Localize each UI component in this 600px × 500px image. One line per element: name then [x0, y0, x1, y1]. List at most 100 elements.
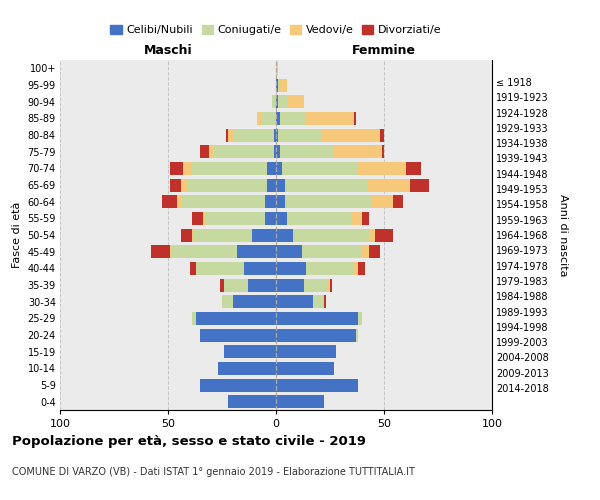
Bar: [200, 145, 209, 158]
Bar: [200, 378, 276, 392]
Bar: [306, 262, 354, 275]
Bar: [322, 128, 380, 141]
Bar: [276, 378, 358, 392]
Bar: [187, 178, 268, 192]
Bar: [276, 195, 284, 208]
Bar: [226, 128, 229, 141]
Bar: [276, 312, 358, 325]
Text: Maschi: Maschi: [143, 44, 193, 57]
Bar: [222, 295, 233, 308]
Bar: [276, 245, 302, 258]
Bar: [276, 278, 304, 291]
Bar: [214, 145, 274, 158]
Bar: [268, 162, 276, 175]
Bar: [276, 178, 284, 192]
Y-axis label: Fasce di età: Fasce di età: [12, 202, 22, 268]
Bar: [354, 262, 358, 275]
Bar: [265, 212, 276, 225]
Bar: [276, 262, 306, 275]
Bar: [278, 128, 322, 141]
Bar: [380, 128, 384, 141]
Bar: [330, 278, 332, 291]
Bar: [196, 312, 276, 325]
Bar: [328, 278, 330, 291]
Bar: [293, 228, 369, 241]
Bar: [302, 245, 362, 258]
Bar: [280, 145, 334, 158]
Bar: [371, 195, 392, 208]
Bar: [192, 162, 268, 175]
Bar: [229, 395, 276, 408]
Bar: [170, 162, 183, 175]
Bar: [200, 328, 276, 342]
Bar: [181, 178, 187, 192]
Bar: [237, 245, 276, 258]
Bar: [220, 278, 224, 291]
Bar: [276, 362, 334, 375]
Bar: [276, 112, 280, 125]
Bar: [274, 128, 276, 141]
Bar: [151, 245, 170, 258]
Bar: [410, 178, 430, 192]
Text: COMUNE DI VARZO (VB) - Dati ISTAT 1° gennaio 2019 - Elaborazione TUTTITALIA.IT: COMUNE DI VARZO (VB) - Dati ISTAT 1° gen…: [12, 467, 415, 477]
Bar: [369, 245, 380, 258]
Bar: [276, 295, 313, 308]
Bar: [369, 228, 376, 241]
Bar: [265, 195, 276, 208]
Text: Popolazione per età, sesso e stato civile - 2019: Popolazione per età, sesso e stato civil…: [12, 435, 366, 448]
Bar: [224, 345, 276, 358]
Bar: [233, 128, 274, 141]
Bar: [276, 212, 287, 225]
Bar: [354, 112, 356, 125]
Bar: [376, 228, 392, 241]
Bar: [276, 128, 278, 141]
Bar: [276, 395, 323, 408]
Bar: [334, 145, 382, 158]
Bar: [304, 278, 328, 291]
Bar: [176, 195, 181, 208]
Bar: [276, 328, 356, 342]
Bar: [358, 162, 406, 175]
Bar: [272, 95, 276, 108]
Bar: [170, 178, 181, 192]
Bar: [392, 195, 403, 208]
Bar: [181, 228, 192, 241]
Bar: [362, 212, 369, 225]
Y-axis label: Anni di nascita: Anni di nascita: [559, 194, 568, 276]
Bar: [172, 245, 237, 258]
Bar: [170, 245, 172, 258]
Bar: [268, 178, 276, 192]
Bar: [306, 112, 354, 125]
Bar: [276, 228, 293, 241]
Bar: [356, 328, 358, 342]
Bar: [252, 228, 276, 241]
Bar: [382, 145, 384, 158]
Bar: [209, 145, 214, 158]
Bar: [248, 278, 276, 291]
Bar: [183, 162, 192, 175]
Bar: [181, 195, 265, 208]
Bar: [229, 128, 233, 141]
Bar: [313, 295, 323, 308]
Bar: [276, 145, 280, 158]
Bar: [257, 112, 261, 125]
Bar: [244, 262, 276, 275]
Bar: [358, 262, 365, 275]
Bar: [367, 178, 410, 192]
Text: Femmine: Femmine: [352, 44, 416, 57]
Legend: Celibi/Nubili, Coniugati/e, Vedovi/e, Divorziati/e: Celibi/Nubili, Coniugati/e, Vedovi/e, Di…: [106, 20, 446, 40]
Bar: [192, 228, 194, 241]
Bar: [276, 345, 337, 358]
Bar: [224, 278, 248, 291]
Bar: [276, 162, 283, 175]
Bar: [284, 195, 371, 208]
Bar: [233, 295, 276, 308]
Bar: [205, 212, 265, 225]
Bar: [278, 78, 280, 92]
Bar: [276, 78, 278, 92]
Bar: [190, 262, 196, 275]
Bar: [352, 212, 362, 225]
Bar: [283, 162, 358, 175]
Bar: [218, 362, 276, 375]
Bar: [278, 95, 287, 108]
